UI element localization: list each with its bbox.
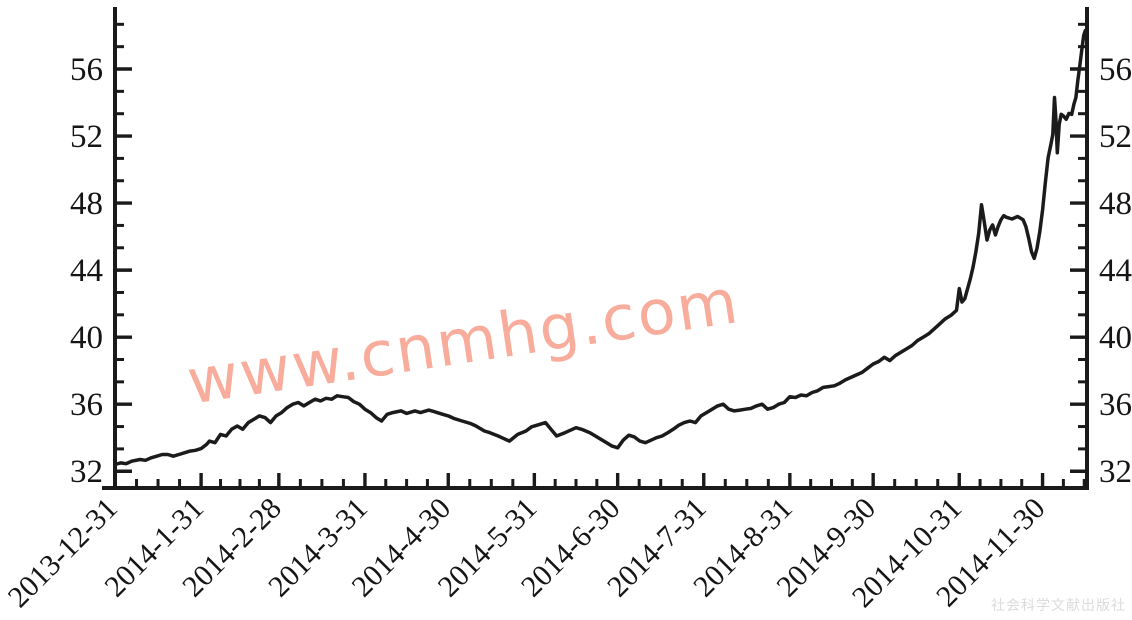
axes [102,7,1089,490]
y-tick-labels-right: 32 36 40 44 48 52 56 [1099,52,1132,490]
tick-label: 40 [1099,320,1132,356]
tick-label: 48 [70,186,103,222]
tick-label: 2013-12-31 [2,492,124,614]
y-tick-labels-left: 32 36 40 44 48 52 56 [70,52,103,490]
price-line [113,28,1089,467]
tick-label: 44 [70,253,103,289]
tick-label: 32 [70,454,103,490]
x-axis-ticks [113,473,1086,488]
tick-label: 56 [1099,52,1132,88]
tick-label: 56 [70,52,103,88]
tick-label: 52 [1099,119,1132,155]
price-series-path [113,28,1089,467]
tick-label: 48 [1099,186,1132,222]
tick-label: 40 [70,320,103,356]
tick-label: 36 [70,387,103,423]
x-tick-labels: 2013-12-312014-1-312014-2-282014-3-31201… [2,492,1052,614]
tick-label: 52 [70,119,103,155]
tick-label: 44 [1099,253,1132,289]
y-axis-ticks [115,22,1087,473]
tick-label: 32 [1099,454,1132,490]
tick-label: 36 [1099,387,1132,423]
publisher-credit: 社会科学文献出版社 [991,599,1126,614]
